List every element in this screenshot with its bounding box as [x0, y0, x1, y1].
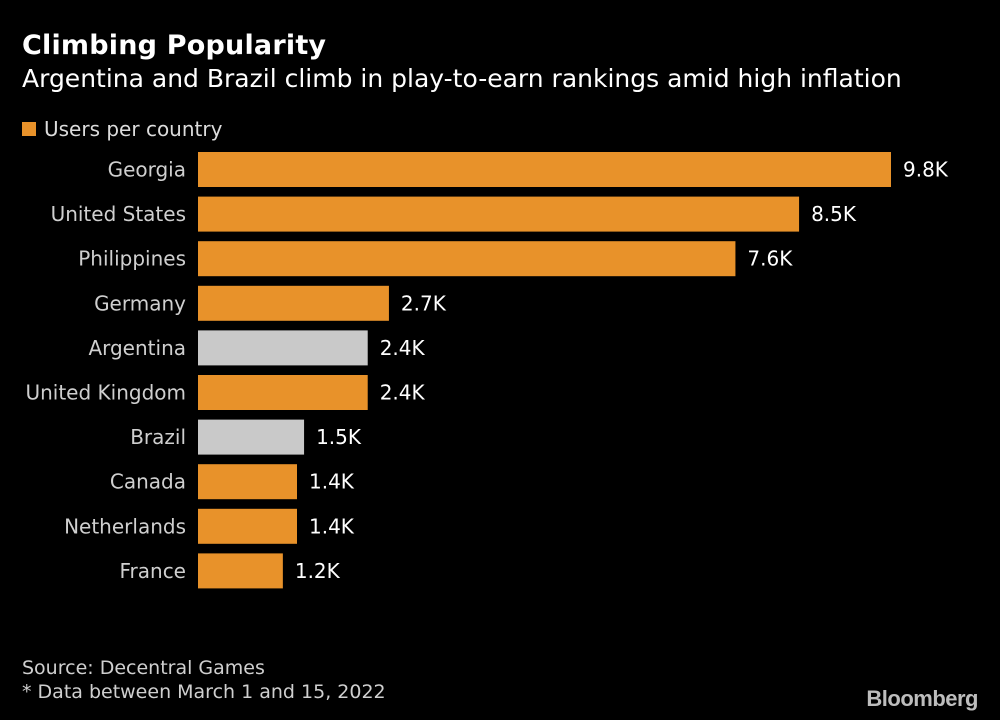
value-label: 7.6K: [747, 247, 793, 271]
date-note: * Data between March 1 and 15, 2022: [22, 681, 386, 703]
bar: [198, 152, 891, 187]
bar: [198, 196, 800, 232]
bar: [198, 553, 283, 589]
bar: [198, 375, 368, 410]
source-note: Source: Decentral Games: [22, 657, 265, 679]
chart-title: Climbing Popularity: [22, 30, 327, 61]
category-label: France: [119, 559, 186, 583]
category-label: Philippines: [78, 247, 186, 271]
bloomberg-logo: Bloomberg: [866, 686, 978, 711]
category-label: Brazil: [130, 425, 186, 449]
value-label: 1.4K: [309, 514, 355, 538]
value-label: 2.4K: [380, 336, 426, 360]
bar: [198, 330, 368, 366]
value-label: 1.5K: [316, 425, 362, 449]
value-label: 9.8K: [903, 158, 949, 182]
legend-label: Users per country: [44, 117, 223, 141]
bar: [198, 464, 297, 500]
value-label: 2.7K: [401, 291, 447, 315]
category-label: Argentina: [88, 336, 186, 360]
value-label: 1.2K: [295, 559, 341, 583]
category-label: United Kingdom: [25, 381, 186, 405]
bar-chart: Georgia 9.8K United States 8.5K Philippines 7…: [25, 152, 949, 589]
value-label: 2.4K: [380, 381, 426, 405]
category-label: Germany: [94, 291, 186, 315]
value-label: 1.4K: [309, 470, 355, 494]
category-label: United States: [51, 202, 186, 226]
category-label: Georgia: [108, 158, 186, 182]
bar: [198, 419, 305, 455]
category-label: Netherlands: [64, 514, 186, 538]
category-label: Canada: [110, 470, 186, 494]
chart-subtitle: Argentina and Brazil climb in play-to-ea…: [22, 64, 902, 93]
legend: Users per country: [22, 117, 222, 141]
value-label: 8.5K: [811, 202, 857, 226]
bar: [198, 285, 389, 321]
bar: [198, 508, 297, 544]
bar: [198, 241, 736, 277]
legend-swatch: [22, 122, 36, 136]
